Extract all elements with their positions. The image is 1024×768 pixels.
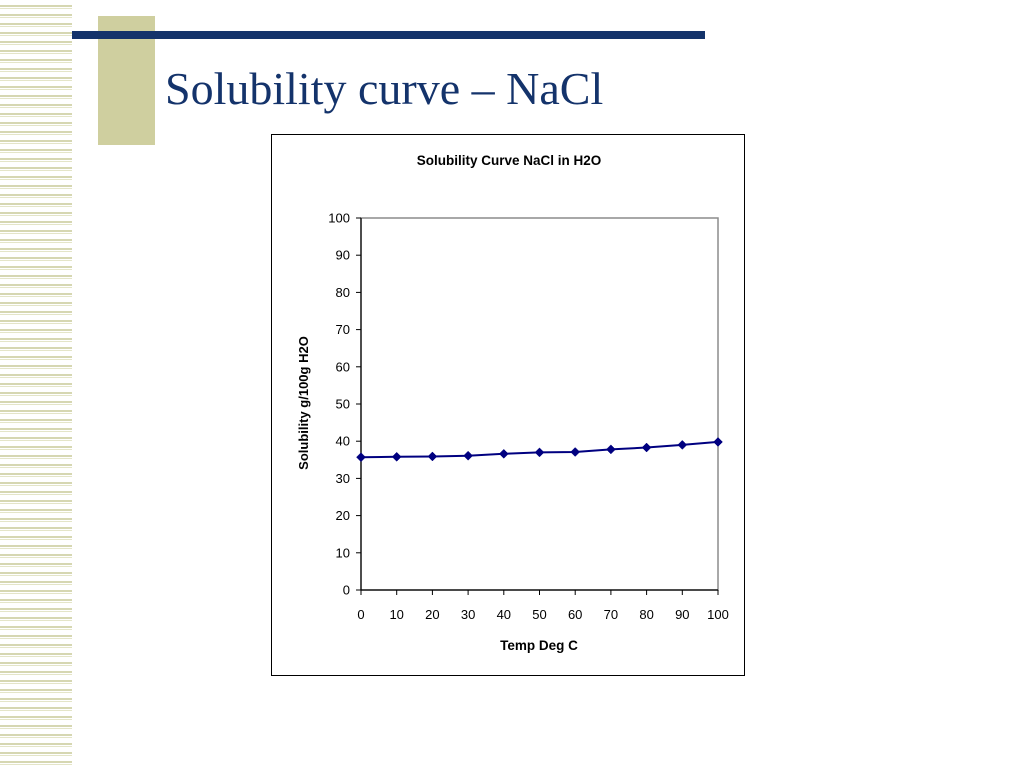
data-point-marker bbox=[570, 447, 581, 457]
x-axis-label: Temp Deg C bbox=[500, 638, 578, 653]
data-point-marker bbox=[391, 451, 402, 462]
x-tick-label: 40 bbox=[497, 607, 511, 622]
x-tick-label: 50 bbox=[532, 607, 546, 622]
x-tick-label: 60 bbox=[568, 607, 582, 622]
y-axis-label: Solubility g/100g H2O bbox=[296, 336, 311, 470]
slide-title: Solubility curve – NaCl bbox=[165, 63, 604, 114]
y-tick-label: 60 bbox=[336, 359, 350, 374]
y-tick-label: 10 bbox=[336, 545, 350, 560]
decorative-accent-rule bbox=[72, 31, 705, 39]
data-point-marker bbox=[534, 447, 545, 458]
y-tick-label: 80 bbox=[336, 285, 350, 300]
data-point-marker bbox=[498, 448, 509, 459]
x-tick-label: 100 bbox=[707, 607, 729, 622]
x-tick-label: 90 bbox=[675, 607, 689, 622]
plot-border bbox=[360, 217, 719, 591]
y-tick-label: 0 bbox=[343, 583, 350, 598]
y-tick-label: 70 bbox=[336, 322, 350, 337]
y-tick-label: 100 bbox=[328, 211, 350, 226]
data-point-marker bbox=[463, 450, 473, 461]
y-tick-label: 20 bbox=[336, 508, 350, 523]
x-tick-label: 80 bbox=[639, 607, 653, 622]
y-tick-label: 90 bbox=[336, 248, 350, 263]
data-point-marker bbox=[356, 452, 366, 463]
y-tick-label: 30 bbox=[336, 471, 350, 486]
x-tick-label: 20 bbox=[425, 607, 439, 622]
y-tick-label: 50 bbox=[336, 397, 350, 412]
y-tick-label: 40 bbox=[336, 434, 350, 449]
x-tick-label: 10 bbox=[389, 607, 403, 622]
x-tick-label: 30 bbox=[461, 607, 475, 622]
chart-title: Solubility Curve NaCl in H2O bbox=[417, 153, 602, 168]
plot-area: 0 10 20 30 40 50 60 70 80 90 100 0 10 20 30 40 50 60 70 80 9… bbox=[328, 211, 729, 623]
data-point-marker bbox=[677, 440, 688, 450]
data-point-marker bbox=[641, 442, 652, 453]
data-point-marker bbox=[427, 451, 438, 462]
data-point-marker bbox=[713, 437, 723, 447]
data-point-marker bbox=[606, 444, 616, 455]
x-tick-label: 70 bbox=[604, 607, 618, 622]
decorative-stripe-band bbox=[0, 0, 72, 768]
x-tick-label: 0 bbox=[357, 607, 364, 622]
